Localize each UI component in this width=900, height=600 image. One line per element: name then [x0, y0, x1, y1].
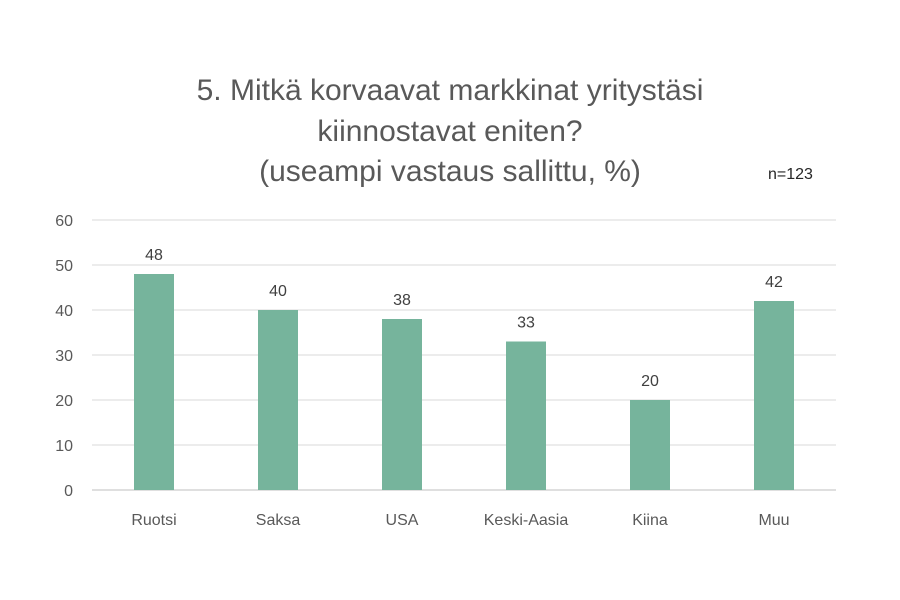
bar: [630, 400, 670, 490]
x-tick-label: Keski-Aasia: [484, 512, 569, 529]
x-tick-label: Muu: [758, 512, 789, 529]
chart-title-line-1: 5. Mitkä korvaavat markkinat yritystäsi: [196, 74, 704, 107]
y-tick-label: 20: [55, 393, 73, 410]
y-tick-label: 60: [55, 213, 73, 230]
y-tick-label: 10: [55, 438, 73, 455]
bar: [754, 301, 794, 490]
y-tick-label: 0: [64, 483, 73, 500]
bar: [258, 310, 298, 490]
x-tick-label: USA: [386, 512, 419, 529]
data-label: 48: [145, 247, 163, 264]
x-tick-label: Saksa: [256, 512, 301, 529]
data-label: 20: [641, 373, 659, 390]
bar: [506, 341, 546, 490]
bar: [134, 274, 174, 490]
x-tick-label: Kiina: [632, 512, 668, 529]
data-label: 40: [269, 283, 287, 300]
sample-size-note: n=123: [768, 166, 813, 183]
x-tick-label: Ruotsi: [131, 512, 176, 529]
bar: [382, 319, 422, 490]
chart-title-line-3: (useampi vastaus sallittu, %): [259, 155, 641, 188]
y-tick-label: 30: [55, 348, 73, 365]
y-tick-label: 50: [55, 258, 73, 275]
chart-title-line-2: kiinnostavat eniten?: [317, 115, 583, 148]
data-label: 38: [393, 292, 411, 309]
data-label: 42: [765, 274, 783, 291]
data-label: 33: [517, 315, 535, 332]
y-tick-label: 40: [55, 303, 73, 320]
